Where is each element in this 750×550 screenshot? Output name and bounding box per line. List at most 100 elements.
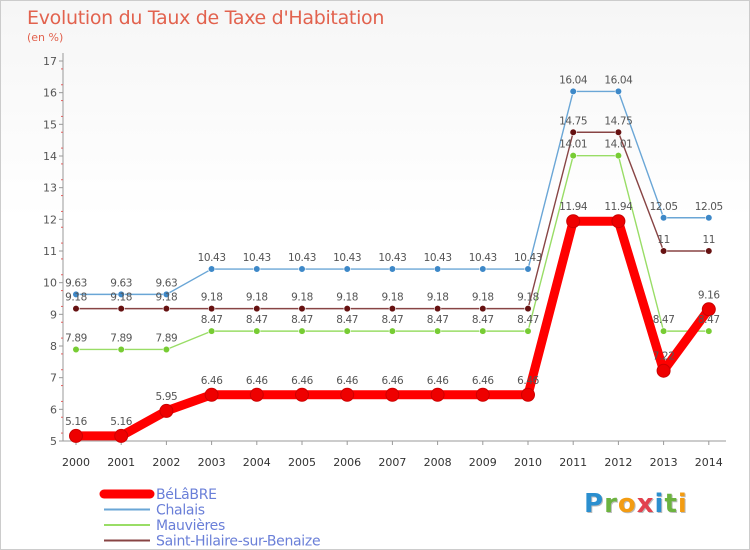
- data-point: [434, 265, 442, 273]
- data-point: [253, 327, 261, 335]
- data-point: [705, 214, 713, 222]
- y-tick-label: 11: [43, 245, 57, 258]
- data-label: 6.46: [201, 375, 223, 387]
- chart-subtitle: (en %): [27, 31, 64, 44]
- y-tick-label: 16: [43, 87, 57, 100]
- data-label: 16.04: [559, 74, 588, 86]
- data-label: 10.43: [243, 252, 271, 264]
- data-point: [117, 305, 125, 313]
- data-point: [162, 345, 170, 354]
- data-point: [524, 265, 532, 273]
- x-tick-label: 2002: [152, 456, 180, 469]
- data-point: [340, 387, 355, 402]
- data-label: 8.47: [517, 314, 539, 326]
- x-tick-label: 2014: [695, 456, 723, 469]
- y-tick-label: 13: [43, 182, 57, 195]
- legend-label: Saint-Hilaire-sur-Benaize: [156, 534, 320, 550]
- logo-letter: i: [677, 489, 688, 519]
- legend-label: Chalais: [156, 503, 205, 519]
- data-point: [249, 387, 264, 402]
- x-tick-label: 2013: [650, 456, 678, 469]
- data-label: 9.18: [427, 292, 449, 304]
- data-point: [295, 387, 309, 402]
- data-label: 11: [657, 234, 670, 246]
- y-tick-label: 15: [43, 118, 57, 131]
- data-label: 5.16: [65, 416, 87, 428]
- data-point: [72, 290, 80, 298]
- data-point: [388, 305, 397, 313]
- data-point: [611, 214, 626, 229]
- data-label: 7.89: [65, 332, 87, 344]
- data-point: [479, 327, 487, 335]
- data-label: 10.43: [469, 252, 497, 264]
- x-tick-label: 2011: [559, 456, 587, 469]
- data-label: 16.04: [604, 74, 633, 86]
- chart-title: Evolution du Taux de Taxe d'Habitation: [27, 7, 385, 29]
- y-tick-label: 9: [50, 308, 57, 321]
- data-label: 9.63: [110, 277, 132, 289]
- data-point: [385, 387, 400, 402]
- data-point: [614, 152, 623, 160]
- data-point: [388, 265, 397, 273]
- data-label: 14.01: [559, 139, 587, 151]
- data-point: [253, 305, 261, 313]
- data-label: 9.18: [246, 292, 268, 304]
- y-tick-label: 8: [50, 340, 57, 353]
- data-point: [656, 363, 671, 378]
- x-tick-label: 2010: [514, 456, 542, 469]
- data-point: [343, 265, 351, 273]
- data-label: 10.43: [288, 252, 316, 264]
- data-label: 14.75: [604, 115, 632, 127]
- data-point: [343, 327, 351, 335]
- data-point: [659, 214, 668, 222]
- data-label: 8.47: [427, 314, 449, 326]
- y-tick-label: 7: [50, 372, 57, 385]
- data-label: 9.18: [382, 292, 404, 304]
- data-label: 9.18: [472, 292, 494, 304]
- x-tick-label: 2009: [469, 456, 497, 469]
- data-label: 12.05: [695, 201, 723, 213]
- x-tick-label: 2012: [604, 456, 632, 469]
- data-label: 9.18: [517, 292, 539, 304]
- data-point: [162, 305, 170, 313]
- data-label: 10.43: [514, 252, 542, 264]
- data-point: [475, 387, 490, 402]
- data-point: [614, 87, 623, 95]
- data-label: 7.89: [156, 332, 178, 344]
- data-point: [614, 128, 623, 136]
- data-point: [204, 387, 219, 402]
- data-label: 8.47: [336, 314, 358, 326]
- x-tick-label: 2007: [378, 456, 406, 469]
- data-point: [521, 387, 535, 402]
- proxiti-logo: Proxiti: [584, 489, 688, 519]
- legend-label: BéLâBRE: [156, 487, 217, 503]
- data-label: 8.47: [472, 314, 494, 326]
- logo-letter: P: [584, 489, 605, 519]
- y-tick-label: 5: [50, 435, 57, 448]
- logo-letter: r: [604, 489, 618, 519]
- data-label: 10.43: [424, 252, 452, 264]
- x-tick-label: 2001: [107, 456, 135, 469]
- logo-letter: x: [636, 489, 655, 519]
- logo-letter: i: [654, 489, 665, 519]
- data-label: 9.18: [291, 292, 313, 304]
- data-label: 6.46: [291, 375, 313, 387]
- data-label: 9.18: [65, 292, 87, 304]
- data-label: 10.43: [333, 252, 361, 264]
- data-point: [114, 428, 129, 443]
- data-point: [72, 345, 80, 354]
- y-tick-label: 6: [50, 403, 57, 416]
- data-point: [430, 387, 445, 402]
- data-label: 8.47: [653, 314, 675, 326]
- data-label: 10.43: [378, 252, 406, 264]
- legend-label: Mauvières: [156, 518, 225, 534]
- data-point: [524, 305, 532, 313]
- data-point: [659, 247, 668, 255]
- data-point: [569, 128, 577, 136]
- data-point: [72, 305, 80, 313]
- data-label: 9.18: [201, 292, 223, 304]
- data-point: [208, 327, 216, 335]
- data-point: [434, 305, 442, 313]
